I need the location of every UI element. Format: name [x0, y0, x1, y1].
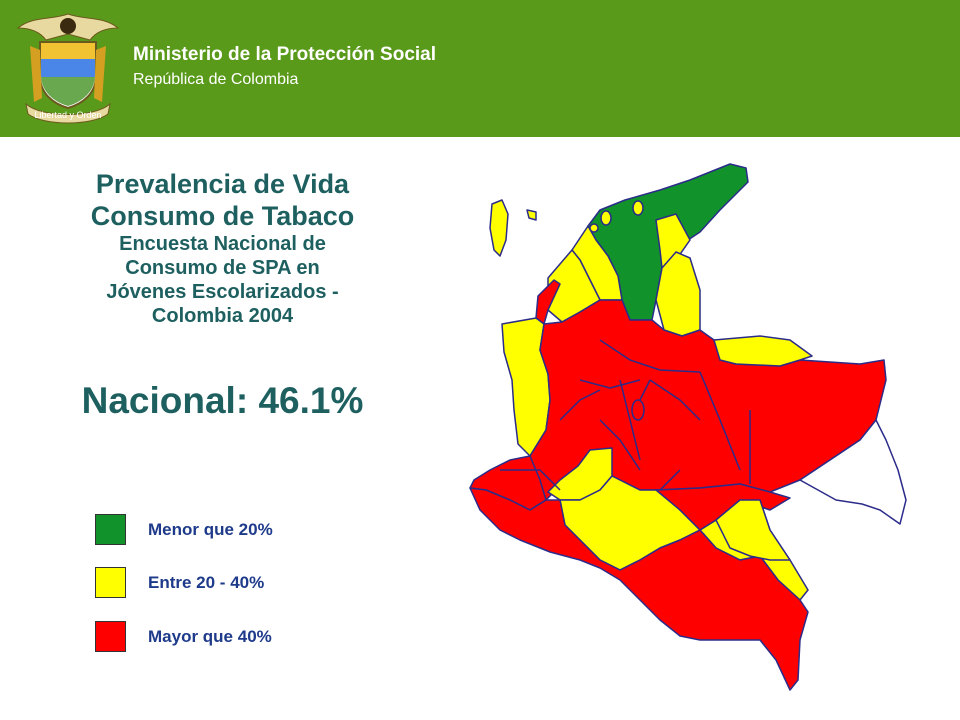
- subtitle-line-2: Consumo de SPA en: [125, 257, 320, 279]
- region-guainia-white: [799, 419, 907, 525]
- region-south-red: [469, 487, 809, 691]
- subtitle-line-3: Jóvenes Escolarizados -: [106, 281, 339, 303]
- legend-swatch-red: [95, 621, 126, 652]
- region-arauca-yellow: [713, 335, 813, 367]
- logo-motto: Libertad y Orden: [34, 110, 101, 120]
- title-block: Prevalencia de Vida Consumo de Tabaco En…: [50, 168, 395, 328]
- island-marker-2: [600, 210, 612, 226]
- republic-name: República de Colombia: [133, 71, 299, 88]
- legend-swatch-yellow: [95, 567, 126, 598]
- title-line-2: Consumo de Tabaco: [90, 201, 355, 231]
- region-providencia: [526, 209, 537, 221]
- legend-label-high: Mayor que 40%: [148, 627, 272, 646]
- legend-label-mid: Entre 20 - 40%: [148, 573, 265, 592]
- region-putumayo-yellow: [715, 499, 791, 561]
- legend-label-low: Menor que 20%: [148, 520, 273, 539]
- island-marker-1: [589, 223, 599, 233]
- bogota-district: [631, 399, 645, 421]
- island-marker-3: [632, 200, 644, 216]
- coat-of-arms-logo: Libertad y Orden: [16, 13, 120, 124]
- legend-item-low: Menor que 20%: [95, 514, 355, 545]
- region-guaviare-red: [655, 483, 791, 531]
- colombia-choropleth-map: [469, 163, 907, 691]
- subtitle-line-4: Colombia 2004: [151, 305, 294, 327]
- header-bar: Libertad y Orden Ministerio de la Protec…: [0, 0, 960, 137]
- legend-swatch-green: [95, 514, 126, 545]
- internal-borders: [500, 339, 751, 501]
- region-san-andres: [489, 199, 509, 257]
- title-line-1: Prevalencia de Vida: [95, 169, 350, 199]
- national-prevalence: Nacional: 46.1%: [81, 380, 364, 421]
- subtitle-line-1: Encuesta Nacional de: [119, 233, 326, 255]
- legend-item-mid: Entre 20 - 40%: [95, 567, 355, 598]
- legend-item-high: Mayor que 40%: [95, 621, 355, 652]
- ministry-name: Ministerio de la Protección Social: [133, 44, 437, 65]
